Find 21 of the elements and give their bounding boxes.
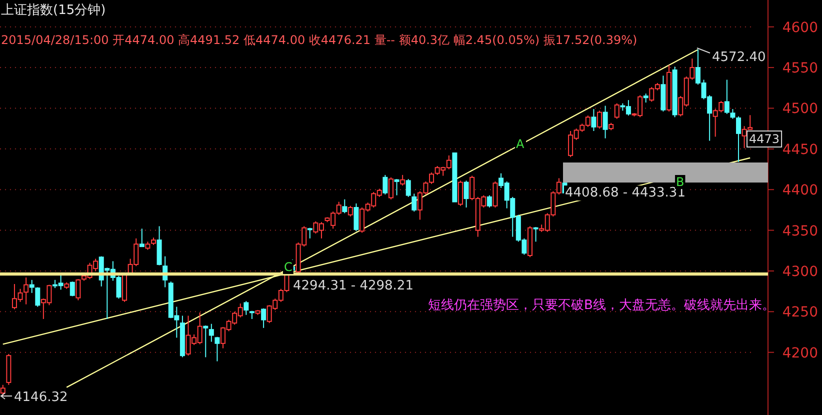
band-label: 4294.31 - 4298.21 [293,278,414,294]
y-tick-label: 4300 [782,264,818,280]
annotation: B [675,175,686,189]
y-tick-label: 4400 [782,182,818,199]
annotation: A [515,137,526,151]
title: 上证指数(15分钟) [1,3,106,18]
y-tick-label: 4250 [782,304,818,321]
band-label: 4408.68 - 4433.31 [565,186,686,201]
annotation: 4146.32 [14,390,68,405]
annotation: C [283,260,294,274]
annotation: 4572.40 [696,48,767,65]
y-tick-label: 4200 [782,345,818,362]
y-tick-label: 4350 [782,223,818,240]
annotation: 2015/04/28/15:00 开4474.00 高4491.52 低4474.00 收4476.21 量-- 额40.3亿 幅2.45(0.05%) 振17.52(0.39%) [1,33,638,47]
y-tick-label: 4450 [782,142,818,158]
y-tick-label: 4500 [782,101,818,118]
annotation: 短线仍在强势区，只要不破B线，大盘无恙。破线就先出来。 [428,298,775,313]
y-tick-label: 4550 [782,60,818,77]
annotation: 4473 [746,130,782,148]
y-tick-label: 4600 [782,20,818,36]
annotation: 4572.40 [712,50,766,65]
